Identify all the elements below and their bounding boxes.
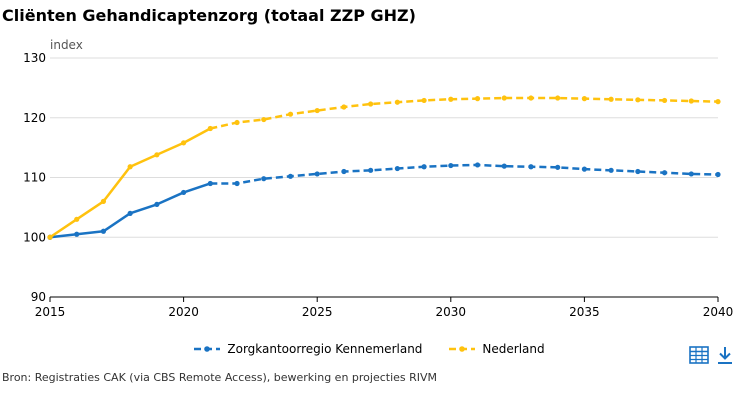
data-point[interactable] (287, 111, 294, 117)
y-axis-label: index (50, 38, 83, 52)
data-point[interactable] (261, 116, 267, 123)
series-line-observed (49, 127, 211, 239)
legend-label: Zorgkantoorregio Kennemerland (227, 342, 423, 356)
data-point[interactable] (688, 171, 694, 177)
series-line-observed (49, 182, 211, 239)
data-point[interactable] (608, 96, 614, 102)
data-point[interactable] (261, 176, 267, 182)
series-line-projection (210, 96, 719, 130)
x-tick-label: 2015 (35, 305, 66, 319)
data-point[interactable] (635, 168, 641, 175)
table-icon[interactable] (688, 344, 710, 366)
legend-swatch (449, 346, 476, 352)
x-tick-label: 2035 (569, 305, 600, 319)
legend-item[interactable]: Nederland (448, 342, 545, 356)
line-chart: index 90 100 110 120 130 2015 2020 2025 2030 203… (23, 38, 734, 319)
download-icon[interactable] (714, 344, 736, 366)
data-point[interactable] (581, 166, 588, 172)
data-point[interactable] (501, 163, 507, 169)
y-tick-labels: 90 100 110 120 130 (23, 51, 46, 304)
data-point[interactable] (448, 96, 454, 102)
x-tick-label: 2040 (703, 305, 734, 319)
chart-title: Cliënten Gehandicaptenzorg (totaal ZZP G… (2, 6, 416, 25)
data-point[interactable] (368, 101, 374, 107)
series-1 (47, 162, 721, 240)
x-tick-label: 2030 (436, 305, 467, 319)
data-point[interactable] (100, 228, 107, 234)
download-icon-glyph (718, 347, 732, 364)
data-point[interactable] (341, 168, 347, 175)
gridlines (49, 57, 719, 302)
data-point[interactable] (688, 98, 694, 104)
data-point[interactable] (501, 95, 507, 101)
data-point[interactable] (74, 231, 80, 237)
data-point[interactable] (394, 99, 400, 105)
y-tick-label: 100 (23, 230, 46, 244)
data-point[interactable] (154, 201, 160, 207)
data-point[interactable] (661, 97, 668, 104)
y-tick-label: 110 (23, 171, 46, 185)
data-point[interactable] (341, 104, 347, 110)
data-point[interactable] (528, 164, 534, 170)
data-point[interactable] (234, 119, 240, 126)
data-point[interactable] (448, 162, 454, 169)
data-point[interactable] (555, 164, 561, 170)
data-point[interactable] (635, 97, 641, 103)
data-point[interactable] (314, 171, 320, 177)
x-tick-labels: 2015 2020 2025 2030 2035 2040 (35, 305, 734, 319)
data-point[interactable] (421, 97, 427, 104)
legend-label: Nederland (482, 342, 545, 356)
legend: Zorgkantoorregio Kennemerland Nederland (0, 342, 738, 356)
data-point[interactable] (127, 210, 133, 216)
y-tick-label: 120 (23, 111, 46, 125)
data-point[interactable] (394, 165, 400, 172)
x-tick-label: 2020 (168, 305, 199, 319)
data-point[interactable] (207, 125, 213, 132)
data-point[interactable] (234, 180, 240, 187)
series-lines (47, 95, 721, 240)
series-2 (47, 95, 721, 240)
data-point[interactable] (181, 140, 187, 146)
data-point[interactable] (661, 170, 668, 176)
data-point[interactable] (47, 234, 53, 240)
data-point[interactable] (181, 189, 187, 196)
data-point[interactable] (100, 198, 107, 204)
data-point[interactable] (581, 96, 588, 102)
series-line-projection (210, 163, 719, 185)
data-point[interactable] (528, 95, 534, 101)
data-point[interactable] (154, 152, 160, 158)
data-point[interactable] (287, 173, 294, 179)
legend-item[interactable]: Zorgkantoorregio Kennemerland (193, 342, 422, 356)
data-point[interactable] (127, 164, 133, 170)
table-icon-glyph (689, 346, 709, 364)
data-point[interactable] (368, 167, 374, 173)
x-tick-label: 2025 (302, 305, 333, 319)
data-point[interactable] (421, 164, 427, 170)
source-note: Bron: Registraties CAK (via CBS Remote A… (2, 371, 438, 384)
y-tick-label: 90 (31, 290, 46, 304)
data-point[interactable] (74, 216, 80, 222)
data-point[interactable] (608, 167, 614, 173)
data-point[interactable] (715, 171, 721, 178)
data-point[interactable] (555, 95, 561, 101)
y-tick-label: 130 (23, 51, 46, 65)
data-point[interactable] (314, 107, 320, 114)
data-point[interactable] (474, 162, 481, 168)
data-point[interactable] (715, 99, 721, 105)
data-point[interactable] (207, 180, 213, 187)
legend-swatch (194, 346, 221, 352)
data-point[interactable] (474, 96, 481, 102)
